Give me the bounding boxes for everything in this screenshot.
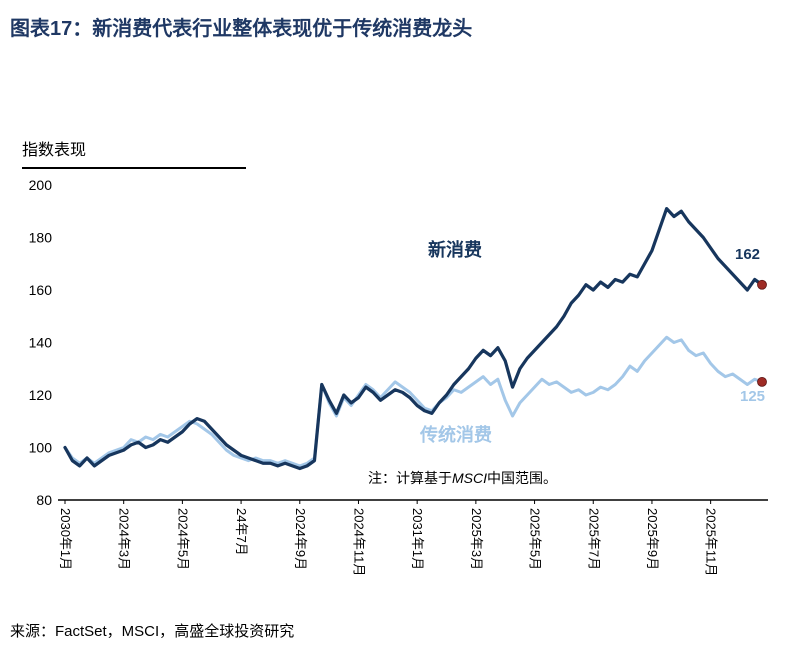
end-value-new-consumption: 162 bbox=[735, 246, 761, 263]
svg-text:2024年3月: 2024年3月 bbox=[117, 508, 132, 570]
series-label-traditional-consumption: 传统消费 bbox=[420, 425, 492, 445]
svg-text:24年7月: 24年7月 bbox=[234, 508, 249, 556]
svg-text:2025年3月: 2025年3月 bbox=[469, 508, 484, 570]
svg-text:2025年5月: 2025年5月 bbox=[528, 508, 543, 570]
svg-text:100: 100 bbox=[29, 440, 53, 456]
index-performance-chart: 80 100 120 140 160 180 200 2030年1月 2024年3月 2024年5… bbox=[29, 177, 768, 576]
svg-text:2025年7月: 2025年7月 bbox=[586, 508, 601, 570]
chart-note-prefix: 注：计算基于 bbox=[368, 470, 452, 486]
svg-text:2024年11月: 2024年11月 bbox=[351, 508, 366, 576]
source-line: 来源：FactSet，MSCI，高盛全球投资研究 bbox=[10, 623, 295, 640]
svg-text:2024年9月: 2024年9月 bbox=[293, 508, 308, 570]
series-label-new-consumption: 新消费 bbox=[428, 240, 482, 260]
svg-text:160: 160 bbox=[29, 282, 53, 298]
y-axis-title: 指数表现 bbox=[22, 136, 246, 169]
svg-text:180: 180 bbox=[29, 230, 53, 246]
chart-note-suffix: 中国范围。 bbox=[487, 470, 557, 486]
end-value-traditional-consumption: 125 bbox=[740, 388, 766, 405]
svg-text:200: 200 bbox=[29, 177, 53, 193]
svg-text:120: 120 bbox=[29, 387, 53, 403]
chart-note-msci: MSCI bbox=[452, 470, 487, 486]
svg-text:2025年11月: 2025年11月 bbox=[704, 508, 719, 576]
svg-text:80: 80 bbox=[36, 492, 52, 508]
svg-text:2024年5月: 2024年5月 bbox=[175, 508, 190, 570]
svg-text:2030年1月: 2030年1月 bbox=[58, 508, 73, 570]
svg-text:2025年9月: 2025年9月 bbox=[645, 508, 660, 570]
chart-title: 图表17：新消费代表行业整体表现优于传统消费龙头 bbox=[10, 18, 473, 40]
svg-text:140: 140 bbox=[29, 335, 53, 351]
chart-note: 注：计算基于MSCI中国范围。 bbox=[368, 468, 557, 488]
svg-text:2031年1月: 2031年1月 bbox=[410, 508, 425, 570]
